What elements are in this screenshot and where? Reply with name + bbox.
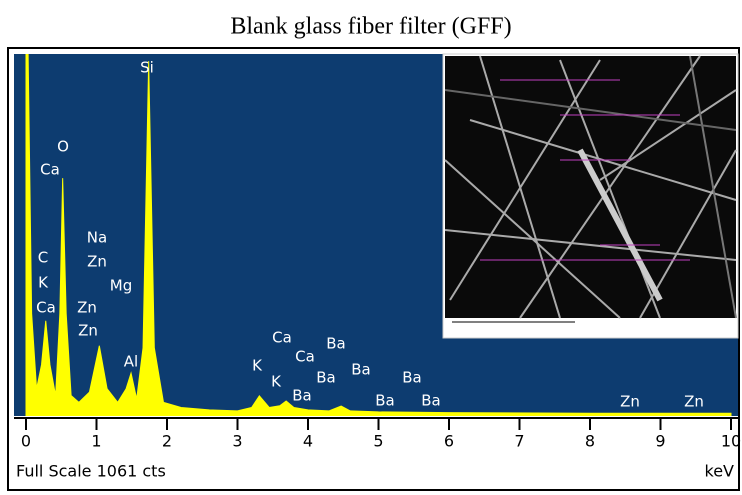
peak-label: Ba — [421, 392, 440, 410]
peak-label: Na — [87, 229, 107, 247]
x-tick-label: 1 — [91, 432, 101, 451]
x-tick-label: 7 — [514, 432, 524, 451]
peak-label: Ba — [316, 369, 335, 387]
peak-label: K — [252, 357, 263, 375]
x-tick-label: 9 — [655, 432, 665, 451]
x-tick-label: 8 — [585, 432, 595, 451]
peak-label: O — [57, 138, 69, 156]
chart-title: Blank glass fiber filter (GFF) — [230, 14, 511, 40]
spectrum — [25, 54, 732, 416]
peak-label: Ba — [292, 387, 311, 405]
peak-label: K — [271, 373, 282, 391]
x-tick-label: 10 — [721, 432, 741, 451]
x-axis-label: keV — [705, 462, 735, 481]
x-tick-label: 6 — [444, 432, 454, 451]
peak-label: Zn — [620, 393, 640, 411]
peak-label: Al — [124, 353, 138, 371]
peak-label: Ba — [375, 392, 394, 410]
peak-label: C — [38, 249, 48, 267]
x-tick-label: 3 — [232, 432, 242, 451]
peak-label: Ba — [402, 369, 421, 387]
x-tick-label: 5 — [373, 432, 383, 451]
peak-label: K — [38, 274, 49, 292]
footer: Full Scale 1061 cts — [16, 462, 166, 481]
peak-label: Si — [140, 59, 154, 77]
peak-label: Zn — [684, 393, 704, 411]
peak-label: Ba — [351, 361, 370, 379]
peak-label: Mg — [110, 277, 132, 295]
peak-label: Ca — [272, 329, 292, 347]
peak-label: Ca — [295, 348, 315, 366]
peak-label: Ca — [40, 161, 60, 179]
peak-label: Zn — [77, 299, 97, 317]
peak-label: Ba — [326, 335, 345, 353]
peak-label: Ca — [36, 299, 56, 317]
x-tick-label: 4 — [303, 432, 313, 451]
sem-inset — [442, 53, 739, 339]
x-tick-label: 0 — [21, 432, 31, 451]
x-tick-label: 2 — [162, 432, 172, 451]
peak-label: Zn — [87, 253, 107, 271]
peak-label: Zn — [78, 322, 98, 340]
